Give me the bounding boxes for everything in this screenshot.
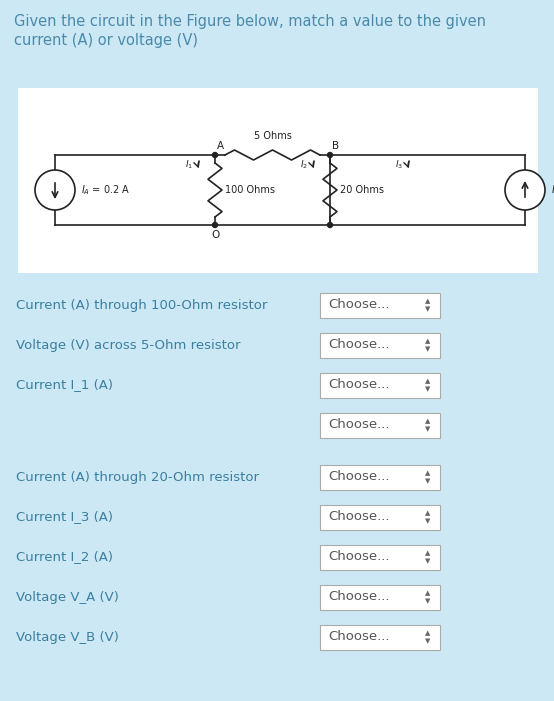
Text: ▼: ▼: [425, 306, 430, 312]
Circle shape: [35, 170, 75, 210]
Text: ▲: ▲: [425, 418, 430, 424]
FancyBboxPatch shape: [320, 585, 440, 609]
FancyBboxPatch shape: [320, 465, 440, 489]
Text: 20 Ohms: 20 Ohms: [340, 185, 384, 195]
Text: Current I_3 (A): Current I_3 (A): [16, 510, 113, 524]
FancyBboxPatch shape: [320, 292, 440, 318]
Text: ▲: ▲: [425, 630, 430, 636]
Text: $I_A$ = 0.2 A: $I_A$ = 0.2 A: [81, 183, 130, 197]
Text: ▼: ▼: [425, 518, 430, 524]
Text: 100 Ohms: 100 Ohms: [225, 185, 275, 195]
Text: A: A: [217, 141, 224, 151]
Text: ▲: ▲: [425, 550, 430, 556]
Text: B: B: [332, 141, 339, 151]
Circle shape: [213, 222, 218, 228]
FancyBboxPatch shape: [320, 545, 440, 569]
Text: current (A) or voltage (V): current (A) or voltage (V): [14, 33, 198, 48]
FancyBboxPatch shape: [320, 412, 440, 437]
Text: Choose...: Choose...: [328, 550, 389, 564]
Circle shape: [327, 153, 332, 158]
Circle shape: [505, 170, 545, 210]
Text: Choose...: Choose...: [328, 470, 389, 484]
Text: Choose...: Choose...: [328, 299, 389, 311]
Circle shape: [213, 153, 218, 158]
Text: O: O: [211, 230, 219, 240]
Text: $I_1$: $I_1$: [185, 158, 193, 171]
FancyBboxPatch shape: [320, 505, 440, 529]
Text: Choose...: Choose...: [328, 590, 389, 604]
Text: Current I_2 (A): Current I_2 (A): [16, 550, 113, 564]
Text: ▼: ▼: [425, 346, 430, 352]
Text: Given the circuit in the Figure below, match a value to the given: Given the circuit in the Figure below, m…: [14, 14, 486, 29]
Text: ▲: ▲: [425, 590, 430, 596]
Text: ▼: ▼: [425, 598, 430, 604]
Text: ▼: ▼: [425, 386, 430, 392]
Text: ▼: ▼: [425, 638, 430, 644]
FancyBboxPatch shape: [320, 372, 440, 397]
Text: ▼: ▼: [425, 478, 430, 484]
Text: $I_2$: $I_2$: [300, 158, 308, 171]
Text: ▲: ▲: [425, 378, 430, 384]
Text: Current (A) through 100-Ohm resistor: Current (A) through 100-Ohm resistor: [16, 299, 268, 311]
Text: Choose...: Choose...: [328, 339, 389, 351]
Text: Choose...: Choose...: [328, 630, 389, 644]
Text: Choose...: Choose...: [328, 510, 389, 524]
FancyBboxPatch shape: [320, 625, 440, 650]
Circle shape: [327, 222, 332, 228]
Text: ▲: ▲: [425, 298, 430, 304]
FancyBboxPatch shape: [320, 332, 440, 358]
Text: Voltage V_A (V): Voltage V_A (V): [16, 590, 119, 604]
Text: ▼: ▼: [425, 426, 430, 432]
Text: Choose...: Choose...: [328, 418, 389, 432]
Text: ▲: ▲: [425, 470, 430, 476]
Text: Current I_1 (A): Current I_1 (A): [16, 379, 113, 391]
Text: ▼: ▼: [425, 558, 430, 564]
Text: ▲: ▲: [425, 510, 430, 516]
Text: Voltage (V) across 5-Ohm resistor: Voltage (V) across 5-Ohm resistor: [16, 339, 240, 351]
Text: ▲: ▲: [425, 338, 430, 344]
Text: 5 Ohms: 5 Ohms: [254, 131, 291, 141]
Text: Voltage V_B (V): Voltage V_B (V): [16, 630, 119, 644]
Text: $I_B$ = 0.4 A: $I_B$ = 0.4 A: [551, 183, 554, 197]
Bar: [18, 88, 538, 273]
Text: $I_3$: $I_3$: [395, 158, 403, 171]
Text: Current (A) through 20-Ohm resistor: Current (A) through 20-Ohm resistor: [16, 470, 259, 484]
Text: Choose...: Choose...: [328, 379, 389, 391]
